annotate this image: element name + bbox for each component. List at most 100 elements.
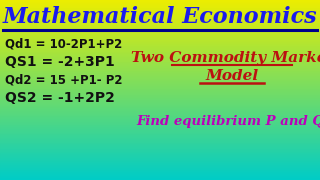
Bar: [0, 94, 320, 95]
Bar: [0, 17, 320, 18]
Bar: [0, 22, 320, 23]
Bar: [0, 53, 320, 54]
Bar: [0, 88, 320, 89]
Bar: [0, 43, 320, 44]
Bar: [0, 107, 320, 109]
Bar: [0, 64, 320, 66]
Bar: [0, 25, 320, 26]
Bar: [0, 77, 320, 78]
Bar: [0, 171, 320, 173]
Bar: [0, 15, 320, 16]
Bar: [0, 8, 320, 9]
Bar: [0, 67, 320, 68]
Bar: [0, 122, 320, 123]
Bar: [0, 71, 320, 73]
Bar: [0, 81, 320, 83]
Bar: [0, 131, 320, 132]
Bar: [0, 151, 320, 152]
Bar: [0, 89, 320, 91]
Bar: [0, 138, 320, 140]
Bar: [0, 176, 320, 177]
Bar: [0, 74, 320, 76]
Bar: [0, 156, 320, 158]
Bar: [0, 21, 320, 22]
Bar: [0, 89, 320, 90]
Bar: [0, 177, 320, 178]
Bar: [0, 50, 320, 51]
Bar: [0, 87, 320, 88]
Bar: [0, 79, 320, 80]
Bar: [0, 65, 320, 67]
Bar: [0, 34, 320, 35]
Bar: [0, 114, 320, 115]
Bar: [0, 54, 320, 56]
Bar: [0, 90, 320, 92]
Bar: [0, 123, 320, 124]
Text: Mathematical Economics: Mathematical Economics: [3, 6, 317, 28]
Bar: [0, 24, 320, 25]
Bar: [0, 108, 320, 110]
Bar: [0, 0, 320, 1]
Bar: [0, 26, 320, 28]
Bar: [0, 103, 320, 104]
Bar: [0, 112, 320, 113]
Bar: [0, 92, 320, 94]
Bar: [0, 134, 320, 135]
Bar: [0, 124, 320, 125]
Bar: [0, 9, 320, 11]
Bar: [0, 7, 320, 8]
Bar: [0, 76, 320, 77]
Bar: [0, 175, 320, 176]
Bar: [0, 61, 320, 62]
Bar: [0, 100, 320, 102]
Bar: [0, 62, 320, 64]
Bar: [0, 20, 320, 22]
Bar: [0, 31, 320, 32]
Bar: [0, 113, 320, 114]
Bar: [0, 157, 320, 158]
Bar: [0, 160, 320, 161]
Bar: [0, 166, 320, 167]
Bar: [0, 117, 320, 119]
Bar: [0, 16, 320, 17]
Bar: [0, 23, 320, 24]
Text: Find equilibrium P and Q: Find equilibrium P and Q: [136, 116, 320, 129]
Bar: [0, 47, 320, 49]
Bar: [0, 11, 320, 13]
Bar: [0, 72, 320, 74]
Bar: [0, 42, 320, 43]
Bar: [0, 41, 320, 42]
Bar: [0, 13, 320, 14]
Bar: [0, 111, 320, 112]
Bar: [0, 84, 320, 86]
Bar: [0, 137, 320, 139]
Bar: [0, 10, 320, 12]
Bar: [0, 35, 320, 36]
Bar: [0, 63, 320, 65]
Bar: [0, 125, 320, 126]
Bar: [0, 62, 320, 63]
Bar: [0, 8, 320, 10]
Bar: [0, 27, 320, 29]
Bar: [0, 141, 320, 142]
Bar: [0, 98, 320, 99]
Bar: [0, 86, 320, 87]
Bar: [0, 35, 320, 37]
Bar: [0, 44, 320, 46]
Bar: [0, 17, 320, 19]
Bar: [0, 14, 320, 15]
Bar: [0, 158, 320, 159]
Bar: [0, 162, 320, 164]
Bar: [0, 107, 320, 108]
Bar: [0, 168, 320, 169]
Bar: [0, 98, 320, 100]
Bar: [0, 159, 320, 160]
Bar: [0, 161, 320, 163]
Bar: [0, 5, 320, 6]
Bar: [0, 154, 320, 156]
Bar: [0, 161, 320, 162]
Bar: [0, 149, 320, 150]
Bar: [0, 119, 320, 121]
Bar: [0, 3, 320, 4]
Bar: [0, 36, 320, 38]
